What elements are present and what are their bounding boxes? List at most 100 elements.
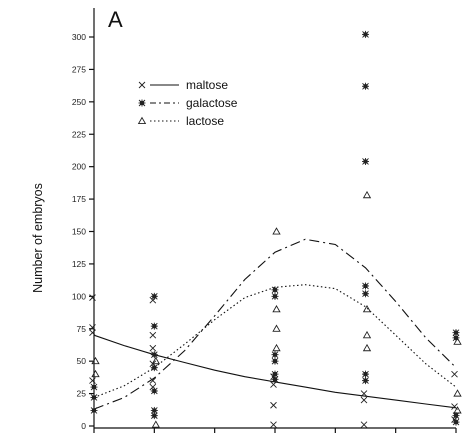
- point-lactose: [151, 420, 161, 428]
- point-maltose: [451, 370, 458, 378]
- point-lactose: [362, 304, 372, 313]
- point-lactose: [362, 343, 372, 352]
- marker-stroke: [270, 421, 277, 429]
- panel-label: A: [108, 7, 123, 32]
- point-maltose: [89, 324, 96, 331]
- marker-stroke: [149, 331, 157, 339]
- y-tick-label: 300: [72, 32, 86, 42]
- legend-label-lactose: lactose: [186, 114, 224, 128]
- y-tick-label: 25: [77, 389, 87, 399]
- point-galactose: [150, 387, 158, 395]
- point-galactose: [271, 292, 279, 300]
- marker-stroke: [138, 81, 146, 89]
- y-axis-label: Number of embryos: [31, 183, 45, 293]
- point-galactose: [452, 418, 460, 426]
- point-maltose: [270, 421, 277, 429]
- fit-curve-galactose: [93, 238, 457, 410]
- point-galactose: [362, 370, 369, 378]
- marker-stroke: [149, 344, 157, 352]
- point-galactose: [362, 282, 369, 290]
- point-galactose: [271, 351, 279, 359]
- point-galactose: [362, 30, 369, 38]
- marker-stroke: [360, 421, 368, 429]
- marker-shape: [362, 330, 372, 339]
- marker-shape: [91, 356, 100, 365]
- point-lactose: [91, 369, 100, 378]
- point-galactose: [150, 351, 158, 359]
- point-galactose: [150, 322, 158, 330]
- point-galactose: [271, 357, 279, 365]
- point-galactose: [362, 82, 369, 90]
- legend-marker-lactose: [137, 116, 147, 125]
- y-tick-label: 200: [72, 162, 86, 172]
- point-lactose: [453, 337, 462, 345]
- point-maltose: [360, 396, 368, 404]
- point-galactose: [150, 412, 158, 420]
- marker-stroke: [149, 383, 157, 391]
- point-lactose: [453, 406, 462, 414]
- marker-stroke: [270, 381, 277, 388]
- y-tick-label: 50: [77, 356, 87, 366]
- point-galactose: [362, 377, 369, 385]
- marker-shape: [137, 116, 147, 125]
- point-lactose: [272, 227, 281, 235]
- marker-stroke: [360, 390, 368, 397]
- chart-axes: 0 25 50 75 100 125 150 175 200 225 250 275 300: [72, 8, 457, 433]
- point-maltose: [89, 329, 96, 336]
- y-tick-label: 100: [72, 291, 86, 301]
- point-maltose: [270, 381, 277, 388]
- point-lactose: [151, 356, 161, 365]
- marker-stroke: [360, 396, 368, 404]
- marker-stroke: [149, 377, 157, 384]
- marker-shape: [272, 324, 281, 332]
- point-lactose: [272, 324, 281, 332]
- point-galactose: [90, 406, 98, 414]
- marker-shape: [362, 343, 372, 352]
- marker-shape: [362, 190, 372, 199]
- point-maltose: [360, 390, 368, 397]
- marker-shape: [272, 227, 281, 235]
- point-maltose: [149, 331, 157, 339]
- marker-shape: [91, 369, 100, 378]
- marker-shape: [362, 304, 372, 313]
- y-tick-label: 150: [72, 227, 86, 237]
- marker-shape: [453, 337, 462, 345]
- marker-stroke: [451, 370, 458, 378]
- marker-stroke: [89, 329, 96, 336]
- legend: maltose galactose lactose: [137, 78, 238, 128]
- point-maltose: [89, 294, 96, 301]
- marker-shape: [453, 389, 462, 397]
- marker-stroke: [89, 377, 96, 384]
- point-galactose: [362, 157, 369, 165]
- point-lactose: [453, 389, 462, 397]
- marker-stroke: [451, 403, 458, 410]
- point-maltose: [360, 421, 368, 429]
- y-tick-label: 75: [77, 324, 87, 334]
- y-tick-label: 275: [72, 64, 86, 74]
- point-maltose: [270, 401, 277, 409]
- marker-shape: [453, 406, 462, 414]
- point-galactose: [150, 364, 158, 372]
- marker-shape: [272, 343, 281, 352]
- legend-marker-galactose: [138, 99, 146, 107]
- point-maltose: [149, 377, 157, 384]
- point-lactose: [362, 330, 372, 339]
- point-lactose: [91, 356, 100, 365]
- point-galactose: [271, 375, 279, 383]
- marker-shape: [272, 304, 281, 313]
- marker-stroke: [270, 401, 277, 409]
- point-lactose: [362, 190, 372, 199]
- marker-stroke: [89, 324, 96, 331]
- point-galactose: [271, 286, 279, 294]
- marker-stroke: [89, 294, 96, 301]
- point-galactose: [150, 292, 158, 300]
- data-points: [89, 30, 462, 429]
- point-galactose: [362, 290, 369, 298]
- legend-marker-maltose: [138, 81, 146, 89]
- y-tick-label: 175: [72, 194, 86, 204]
- y-tick-label: 250: [72, 97, 86, 107]
- y-tick-label: 0: [81, 421, 86, 431]
- point-lactose: [272, 343, 281, 352]
